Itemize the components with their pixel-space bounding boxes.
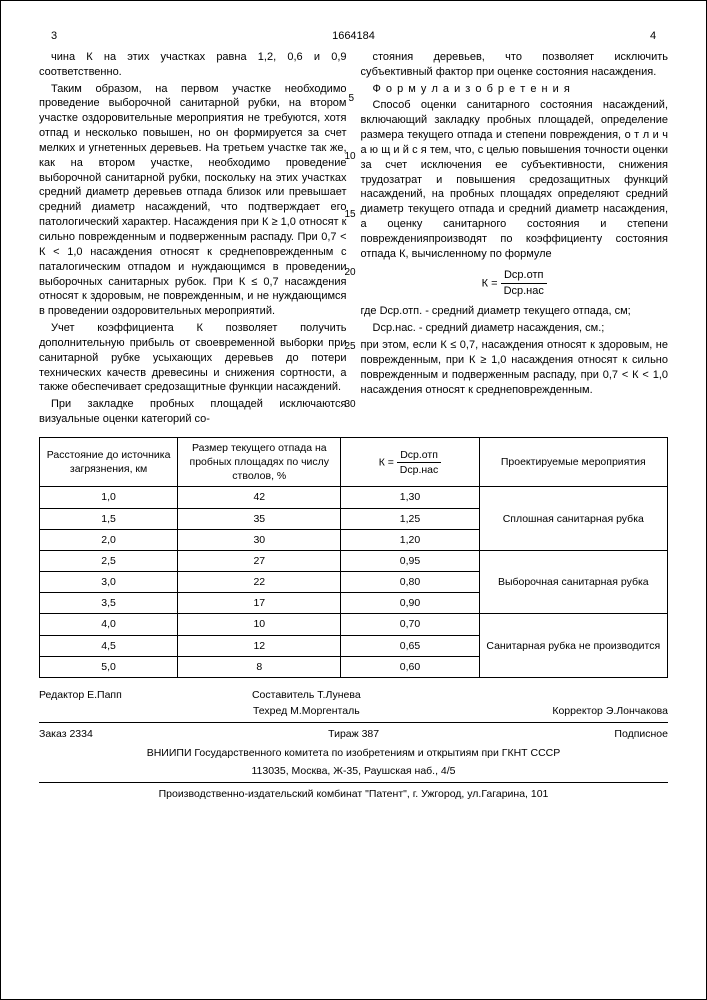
cell-dist: 3,0: [40, 572, 178, 593]
k-header-label: К =: [379, 456, 394, 468]
formula-denominator: Dср.нас: [501, 284, 547, 299]
line-mark-30: 30: [345, 398, 356, 412]
cell-size: 8: [178, 656, 341, 677]
formula-k-label: К =: [482, 277, 498, 289]
table-row: 2,5 27 0,95 Выборочная санитарная рубка: [40, 550, 668, 571]
table-header-1: Размер текущего отпада на пробных площад…: [178, 437, 341, 487]
cell-size: 12: [178, 635, 341, 656]
right-column: 5 10 15 20 25 30 стояния деревьев, что п…: [361, 50, 669, 429]
tirazh-label: Тираж 387: [328, 727, 379, 741]
document-number: 1664184: [69, 29, 638, 44]
divider-1: [39, 722, 668, 723]
cell-k: 0,95: [341, 550, 479, 571]
blank2: [39, 704, 196, 718]
table-header-row: Расстояние до источника загрязнения, км …: [40, 437, 668, 487]
cell-k: 0,60: [341, 656, 479, 677]
cell-dist: 4,5: [40, 635, 178, 656]
formula-fraction: Dср.отп Dср.нас: [501, 268, 547, 299]
cell-size: 30: [178, 529, 341, 550]
formula-title: Ф о р м у л а и з о б р е т е н и я: [361, 82, 669, 97]
cell-dist: 2,5: [40, 550, 178, 571]
cell-dist: 5,0: [40, 656, 178, 677]
left-p4: При закладке пробных площадей исключаютс…: [39, 397, 347, 427]
blank: [416, 688, 668, 702]
footer: Редактор Е.Папп Составитель Т.Лунева Тех…: [39, 688, 668, 801]
footer-row-2: Техред М.Моргенталь Корректор Э.Лончаков…: [39, 704, 668, 718]
org-label: ВНИИПИ Государственного комитета по изоб…: [39, 746, 668, 760]
line-mark-15: 15: [345, 208, 356, 222]
cell-k: 1,30: [341, 487, 479, 508]
header-row: 3 1664184 4: [39, 29, 668, 44]
editor-label: Редактор Е.Папп: [39, 688, 196, 702]
cell-action-1: Сплошная санитарная рубка: [479, 487, 667, 551]
cell-k: 0,80: [341, 572, 479, 593]
podpisnoe-label: Подписное: [614, 727, 668, 741]
right-p4: Dср.нас. - средний диаметр насаждения, с…: [361, 321, 669, 336]
data-table: Расстояние до источника загрязнения, км …: [39, 437, 668, 678]
right-p3: где Dср.отп. - средний диаметр текущего …: [361, 304, 669, 319]
table-header-0: Расстояние до источника загрязнения, км: [40, 437, 178, 487]
text-columns: чина К на этих участках равна 1,2, 0,6 и…: [39, 50, 668, 429]
table-row: 4,0 10 0,70 Санитарная рубка не производ…: [40, 614, 668, 635]
line-mark-20: 20: [345, 266, 356, 280]
right-p2: Способ оценки санитарного состояния наса…: [361, 98, 669, 261]
order-label: Заказ 2334: [39, 727, 93, 741]
table-row: 1,0 42 1,30 Сплошная санитарная рубка: [40, 487, 668, 508]
cell-dist: 4,0: [40, 614, 178, 635]
right-p1: стояния деревьев, что позволяет исключит…: [361, 50, 669, 80]
address-label: 113035, Москва, Ж-35, Раушская наб., 4/5: [39, 764, 668, 778]
cell-action-2: Выборочная санитарная рубка: [479, 550, 667, 614]
line-mark-5: 5: [349, 92, 355, 106]
cell-k: 0,70: [341, 614, 479, 635]
line-mark-10: 10: [345, 150, 356, 164]
cell-dist: 1,5: [40, 508, 178, 529]
table-header-3: Проектируемые мероприятия: [479, 437, 667, 487]
corrector-label: Корректор Э.Лончакова: [416, 704, 668, 718]
left-column: чина К на этих участках равна 1,2, 0,6 и…: [39, 50, 347, 429]
right-p5: при этом, если К ≤ 0,7, насаждения относ…: [361, 338, 669, 397]
cell-k: 0,65: [341, 635, 479, 656]
cell-size: 27: [178, 550, 341, 571]
cell-action-3: Санитарная рубка не производится: [479, 614, 667, 678]
left-p2: Таким образом, на первом участке необход…: [39, 82, 347, 320]
page-number-right: 4: [638, 29, 668, 44]
formula-block: К = Dср.отп Dср.нас: [361, 268, 669, 299]
cell-size: 42: [178, 487, 341, 508]
cell-k: 1,25: [341, 508, 479, 529]
techred-label: Техред М.Моргенталь: [196, 704, 416, 718]
line-mark-25: 25: [345, 340, 356, 354]
k-header-den: Dср.нас: [397, 463, 441, 477]
cell-size: 22: [178, 572, 341, 593]
cell-k: 1,20: [341, 529, 479, 550]
page-number-left: 3: [39, 29, 69, 44]
compiler-label: Составитель Т.Лунева: [196, 688, 416, 702]
cell-k: 0,90: [341, 593, 479, 614]
left-p1: чина К на этих участках равна 1,2, 0,6 и…: [39, 50, 347, 80]
cell-size: 35: [178, 508, 341, 529]
formula-numerator: Dср.отп: [501, 268, 547, 284]
table-body: 1,0 42 1,30 Сплошная санитарная рубка 1,…: [40, 487, 668, 678]
cell-size: 10: [178, 614, 341, 635]
left-p3: Учет коэффициента К позволяет получить д…: [39, 321, 347, 395]
footer-row-3: Заказ 2334 Тираж 387 Подписное: [39, 727, 668, 741]
table-header-2: К = Dср.отп Dср.нас: [341, 437, 479, 487]
k-header-num: Dср.отп: [397, 448, 441, 463]
footer-row-1: Редактор Е.Папп Составитель Т.Лунева: [39, 688, 668, 702]
cell-dist: 3,5: [40, 593, 178, 614]
page: 3 1664184 4 чина К на этих участках равн…: [0, 0, 707, 1000]
cell-size: 17: [178, 593, 341, 614]
cell-dist: 1,0: [40, 487, 178, 508]
prod-label: Производственно-издательский комбинат "П…: [39, 787, 668, 801]
cell-dist: 2,0: [40, 529, 178, 550]
k-header-fraction: Dср.отп Dср.нас: [397, 448, 441, 477]
divider-2: [39, 782, 668, 783]
